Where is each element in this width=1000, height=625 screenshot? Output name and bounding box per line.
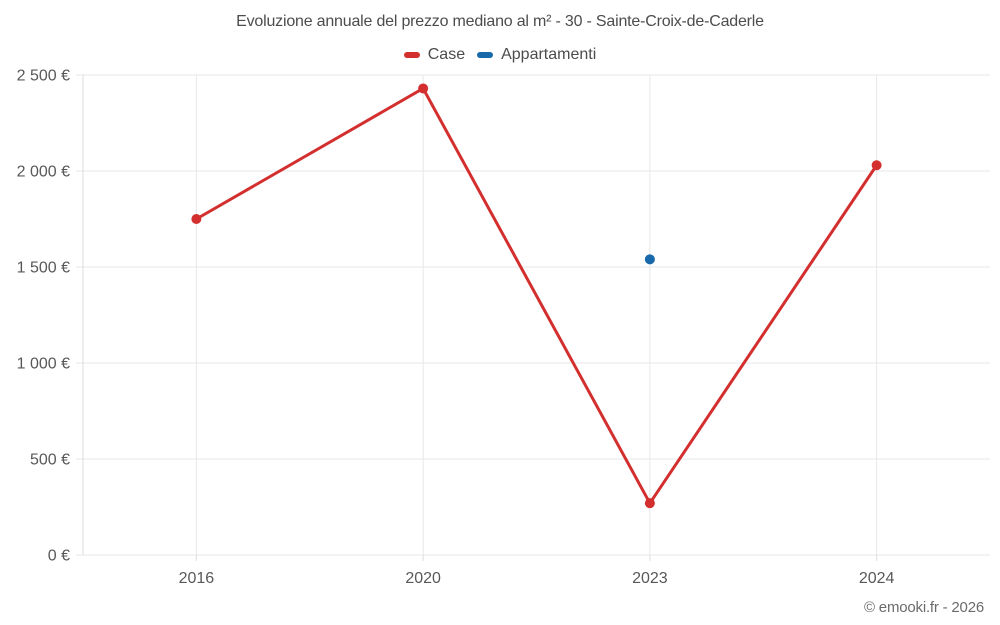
legend-label-appartamenti: Appartamenti	[501, 46, 597, 63]
chart-title: Evoluzione annuale del prezzo mediano al…	[236, 13, 764, 30]
y-tick-label-1500: 1 500 €	[17, 260, 70, 277]
point-case-2023[interactable]	[644, 498, 655, 509]
y-tick-label-2000: 2 000 €	[17, 164, 70, 181]
y-tick-label-0: 0 €	[48, 548, 70, 565]
legend: Case Appartamenti	[0, 46, 1000, 64]
series-line-case	[194, 86, 879, 505]
legend-swatch-case	[403, 52, 420, 58]
legend-swatch-appartamenti	[477, 52, 494, 58]
y-tick-label-2500: 2 500 €	[17, 68, 70, 85]
legend-item-case[interactable]: Case	[403, 46, 466, 64]
point-case-2016[interactable]	[191, 214, 202, 224]
x-tick-label-2020: 2020	[405, 570, 441, 587]
y-tick-label-500: 500 €	[30, 452, 70, 469]
x-tick-label-2016: 2016	[179, 570, 215, 587]
legend-label-case: Case	[427, 46, 466, 63]
x-tick-label-2023: 2023	[632, 570, 668, 587]
y-tick-label-1000: 1 000 €	[17, 356, 70, 373]
point-case-2024[interactable]	[871, 160, 882, 171]
x-tick-label-2024: 2024	[859, 570, 895, 587]
point-case-2020[interactable]	[418, 83, 429, 94]
legend-item-appartamenti[interactable]: Appartamenti	[477, 46, 596, 64]
point-appartamenti-2023[interactable]	[644, 254, 655, 265]
copyright: © emooki.fr - 2026	[863, 599, 984, 616]
